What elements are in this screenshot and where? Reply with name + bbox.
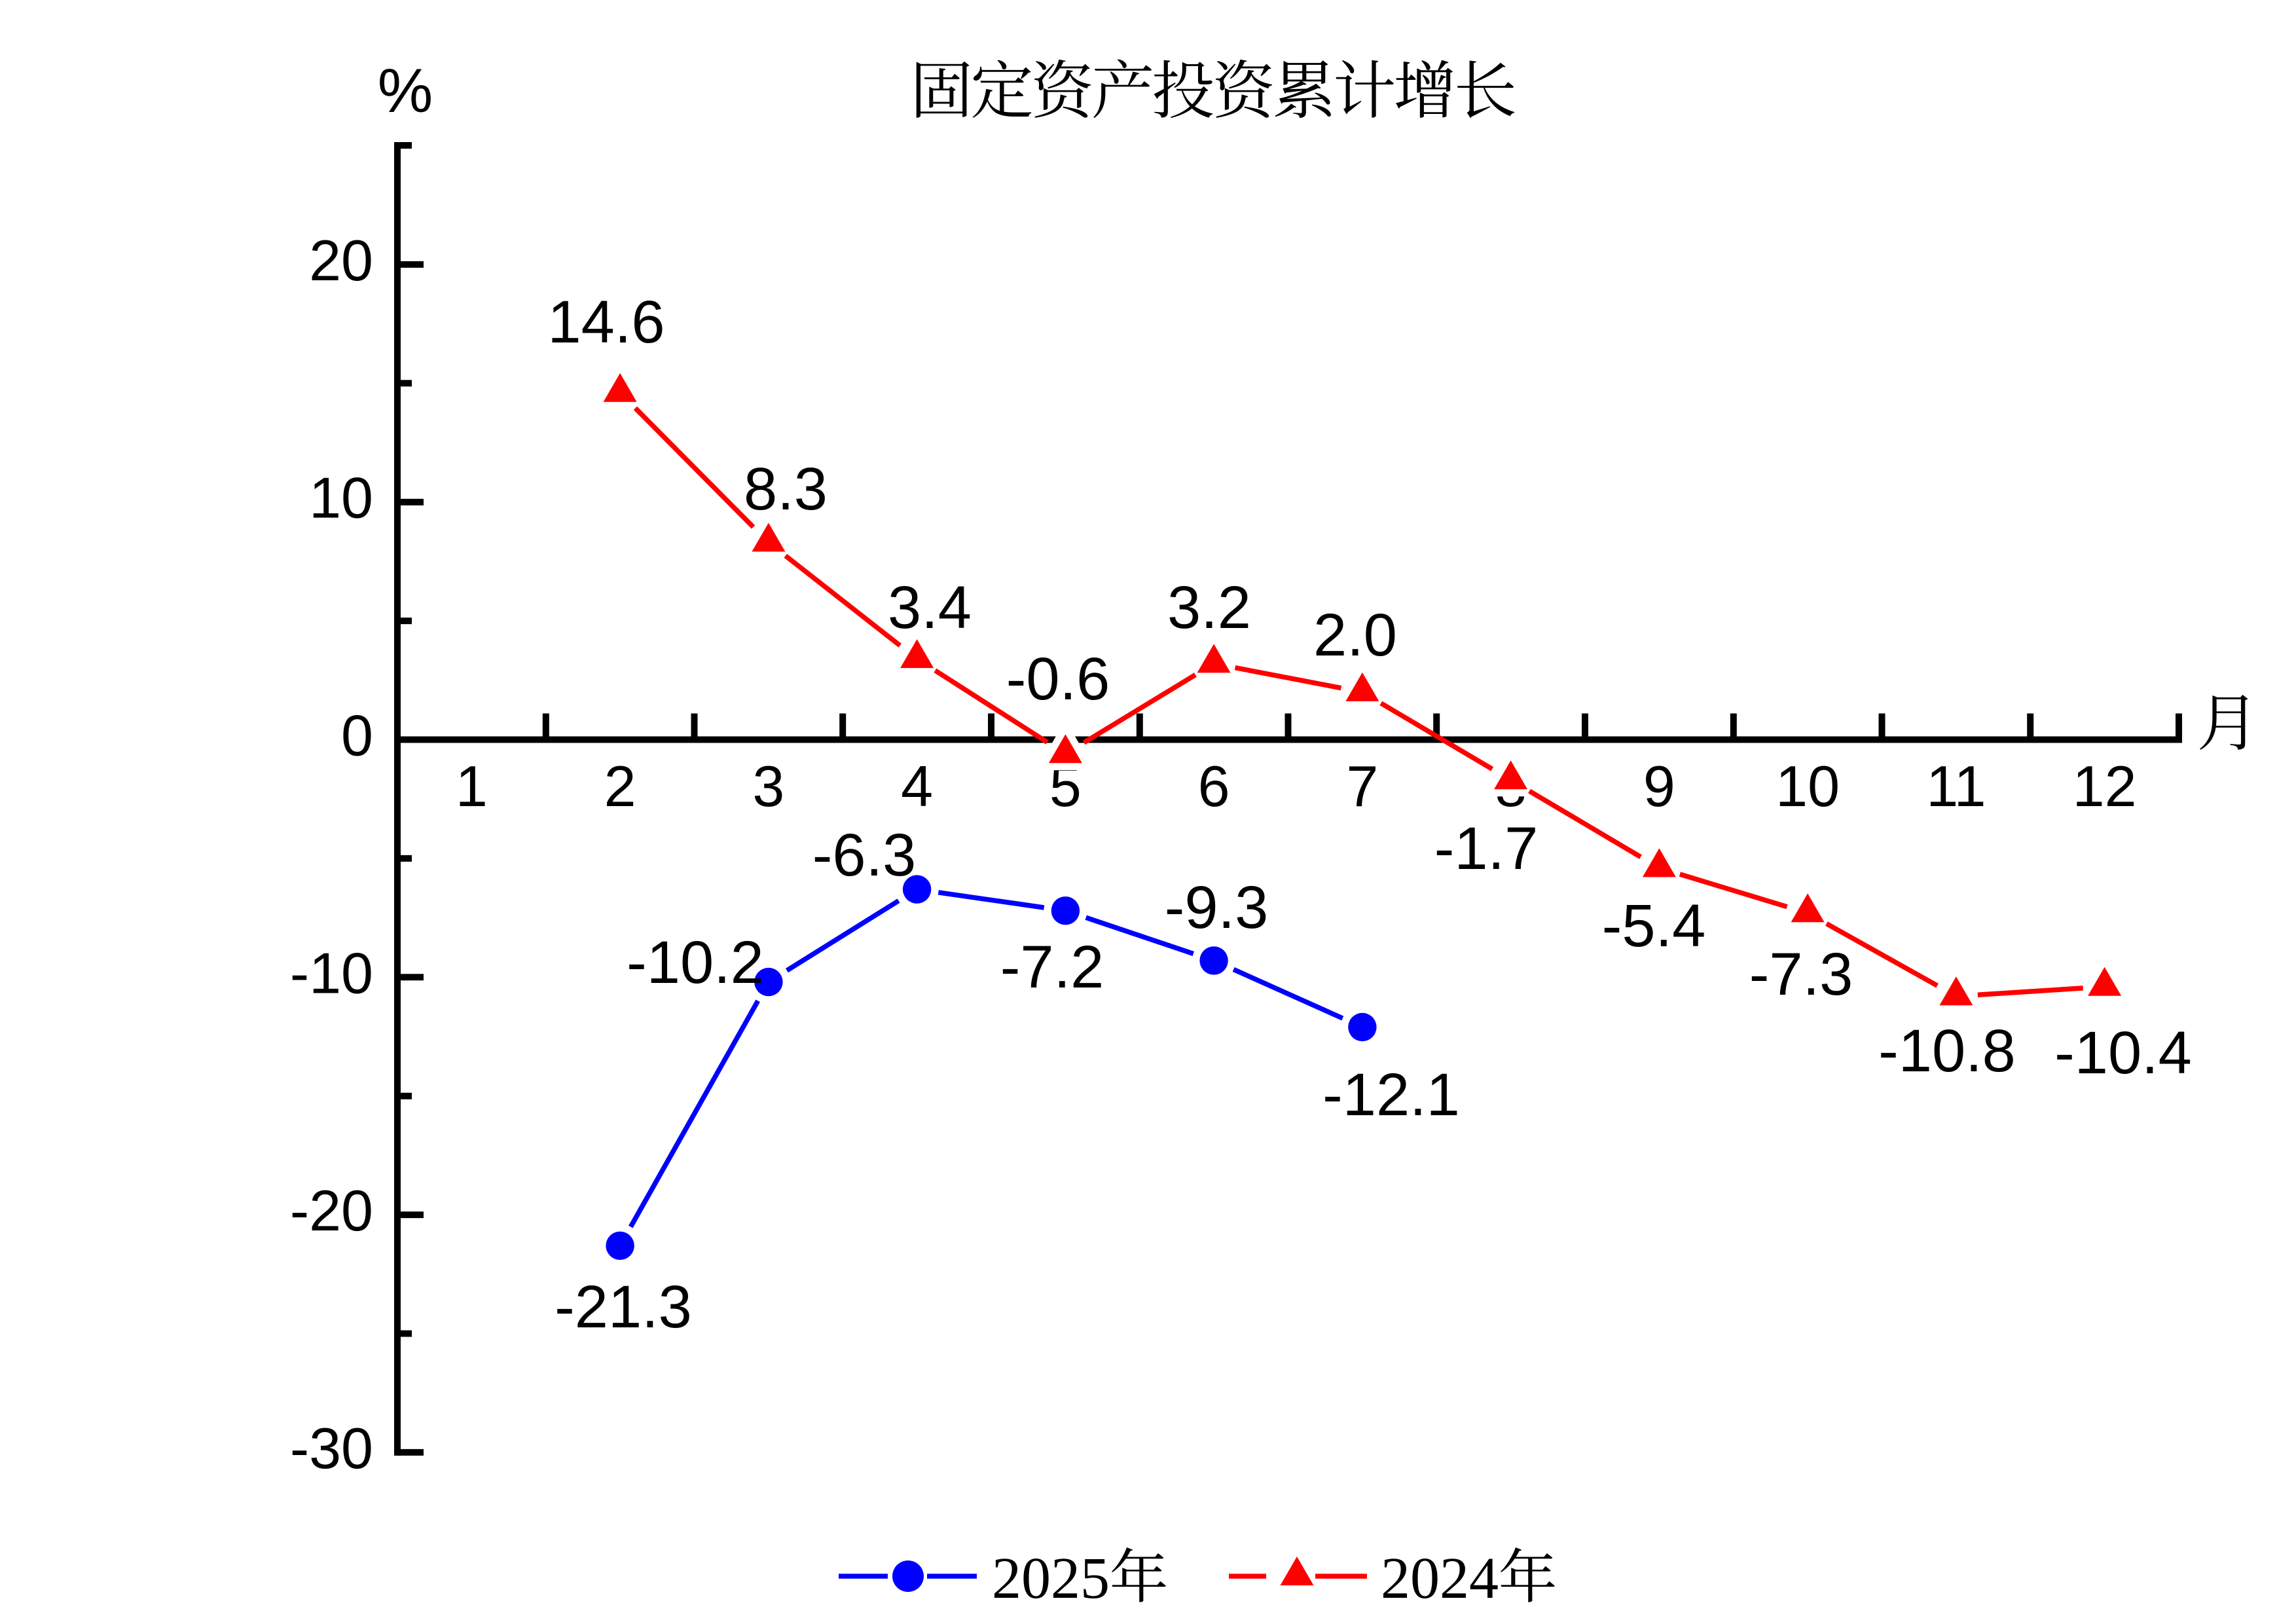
svg-text:%: % bbox=[378, 56, 433, 126]
svg-text:-10.2: -10.2 bbox=[627, 929, 764, 996]
svg-text:3.2: 3.2 bbox=[1167, 574, 1251, 641]
svg-text:3.4: 3.4 bbox=[888, 574, 972, 641]
svg-text:-12.1: -12.1 bbox=[1322, 1061, 1460, 1128]
svg-text:4: 4 bbox=[901, 754, 933, 819]
svg-text:7: 7 bbox=[1346, 754, 1378, 819]
svg-text:3: 3 bbox=[752, 754, 784, 819]
svg-text:2.0: 2.0 bbox=[1313, 602, 1397, 669]
svg-text:11: 11 bbox=[1926, 754, 1986, 819]
svg-text:1: 1 bbox=[456, 754, 488, 819]
svg-text:-6.3: -6.3 bbox=[812, 822, 917, 889]
svg-text:6: 6 bbox=[1198, 754, 1230, 819]
svg-text:-7.2: -7.2 bbox=[1000, 934, 1104, 1001]
svg-text:-10.8: -10.8 bbox=[1878, 1018, 2016, 1084]
svg-text:8.3: 8.3 bbox=[744, 456, 828, 523]
svg-text:2025: 2025 bbox=[992, 1546, 1110, 1611]
svg-text:-21.3: -21.3 bbox=[555, 1274, 692, 1340]
svg-text:-30: -30 bbox=[290, 1416, 373, 1481]
svg-text:12: 12 bbox=[2073, 754, 2137, 819]
svg-text:2: 2 bbox=[604, 754, 636, 819]
svg-text:2024: 2024 bbox=[1381, 1546, 1499, 1611]
svg-text:0: 0 bbox=[341, 703, 373, 768]
svg-text:-1.7: -1.7 bbox=[1434, 815, 1539, 882]
svg-text:-9.3: -9.3 bbox=[1165, 874, 1269, 941]
svg-text:10: 10 bbox=[309, 466, 373, 530]
svg-text:9: 9 bbox=[1643, 754, 1675, 819]
svg-text:-5.4: -5.4 bbox=[1602, 893, 1706, 959]
svg-text:10: 10 bbox=[1776, 754, 1840, 819]
svg-text:-7.3: -7.3 bbox=[1749, 941, 1853, 1008]
svg-text:20: 20 bbox=[309, 228, 373, 293]
svg-text:-20: -20 bbox=[290, 1178, 373, 1243]
svg-text:14.6: 14.6 bbox=[547, 289, 665, 356]
svg-text:-10: -10 bbox=[290, 940, 373, 1005]
svg-text:-10.4: -10.4 bbox=[2054, 1020, 2192, 1086]
svg-text:-0.6: -0.6 bbox=[1006, 646, 1110, 712]
